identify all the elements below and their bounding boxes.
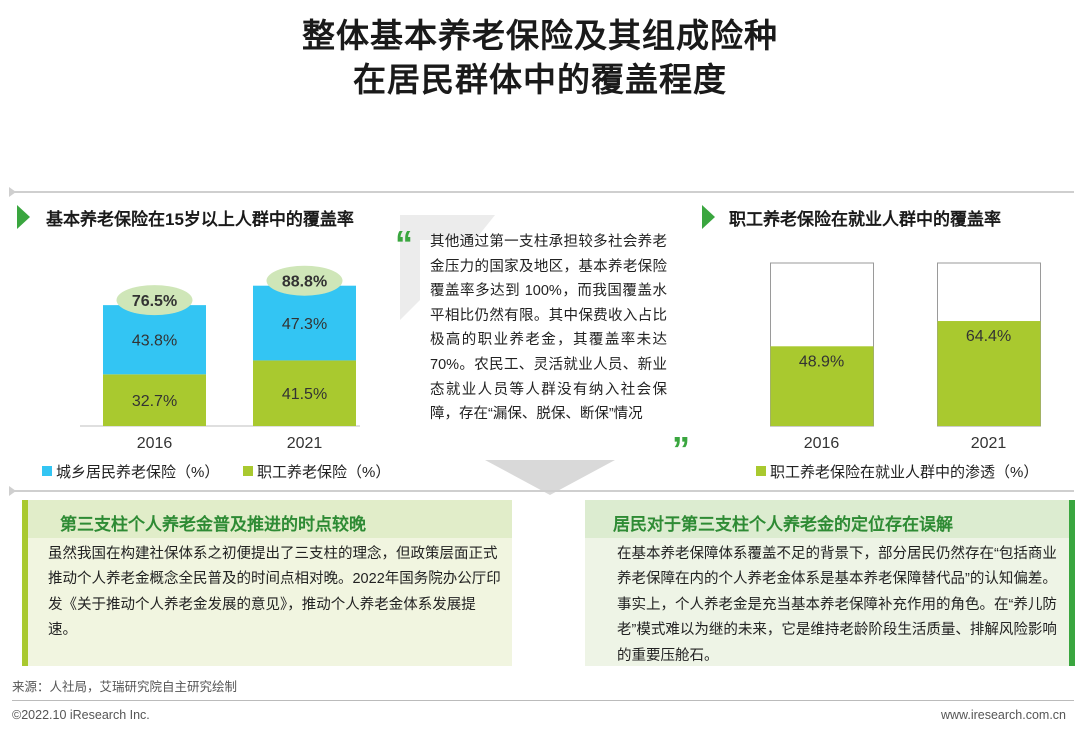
quote-text: 其他通过第一支柱承担较多社会养老金压力的国家及地区，基本养老保险覆盖率多达到 1… [430, 234, 667, 423]
bar-value-label: 43.8% [132, 333, 177, 350]
total-badge [266, 265, 343, 296]
bar-value-label: 41.5% [282, 386, 327, 403]
left-section-title: 基本养老保险在15岁以上人群中的覆盖率 [46, 210, 354, 229]
x-tick-label: 2021 [287, 435, 323, 452]
footer-url: www.iresearch.com.cn [940, 708, 1066, 722]
bar-segment-urban-rural-2016 [103, 305, 206, 375]
chevron-right-icon [17, 205, 30, 229]
right-insight-box: 居民对于第三支柱个人养老金的定位存在误解 在基本养老保障体系覆盖不足的背景下，部… [585, 500, 1075, 666]
quote-background-arrows [400, 215, 615, 495]
legend-label-urban-rural: 城乡居民养老保险（%） [56, 464, 220, 481]
legend-swatch-penetration [756, 466, 766, 476]
right-insight-header-band [585, 500, 1069, 538]
open-quote-icon: “ [395, 223, 413, 264]
top-divider [12, 191, 1074, 193]
left-insight-box: 第三支柱个人养老金普及推进的时点较晚 虽然我国在构建社保体系之初便提出了三支柱的… [22, 500, 512, 666]
right-insight-text: 在基本养老保障体系覆盖不足的背景下，部分居民仍然存在“包括商业养老保障在内的个人… [617, 546, 1057, 664]
x-tick-label: 2016 [804, 435, 840, 452]
close-quote-icon: ” [672, 429, 690, 470]
bar-2016 [770, 346, 874, 426]
page-title-line1: 整体基本养老保险及其组成险种 [302, 17, 778, 54]
legend-swatch-employee [243, 466, 253, 476]
total-badge [116, 285, 193, 316]
down-arrow-icon [485, 460, 615, 495]
legend-label-penetration: 职工养老保险在就业人群中的渗透（%） [770, 464, 1039, 481]
quote-bg-chevron-icon [400, 215, 495, 320]
legend-swatch-urban-rural [42, 466, 52, 476]
divider-arrow-icon [9, 187, 16, 197]
bar-segment-employee-2021 [253, 360, 356, 426]
right-section-title: 职工养老保险在就业人群中的覆盖率 [729, 210, 1001, 229]
legend-label-employee: 职工养老保险（%） [257, 464, 391, 481]
middle-divider [12, 490, 1074, 492]
right-bar-chart: 48.9% 2016 64.4% 2021 [770, 262, 1041, 452]
left-stacked-bar-chart: 32.7% 43.8% 76.5% 2016 41.5% 47.3% 88.8% 2021 [80, 265, 360, 452]
bar-value-label: 48.9% [799, 353, 844, 370]
footer-copyright: ©2022.10 iResearch Inc. [12, 708, 150, 722]
left-insight-title: 第三支柱个人养老金普及推进的时点较晚 [60, 515, 366, 534]
bar-2021 [937, 321, 1041, 426]
bar-value-label: 64.4% [966, 328, 1011, 345]
bar-segment-employee-2016 [103, 374, 206, 426]
bar-value-label: 32.7% [132, 393, 177, 410]
left-insight-text: 虽然我国在构建社保体系之初便提出了三支柱的理念，但政策层面正式推动个人养老金概念… [48, 546, 501, 639]
bar-value-label: 47.3% [282, 316, 327, 333]
bar-segment-urban-rural-2021 [253, 285, 356, 361]
x-tick-label: 2021 [971, 435, 1007, 452]
page-title-line2: 在居民群体中的覆盖程度 [353, 61, 727, 98]
total-value-label: 88.8% [282, 274, 327, 291]
source-note: 来源：人社局，艾瑞研究院自主研究绘制 [12, 680, 238, 694]
left-insight-header-band [28, 500, 512, 538]
x-tick-label: 2016 [137, 435, 173, 452]
footer-divider [12, 700, 1074, 701]
divider-arrow-icon [9, 486, 16, 496]
right-insight-title: 居民对于第三支柱个人养老金的定位存在误解 [613, 515, 953, 534]
total-value-label: 76.5% [132, 293, 177, 310]
chevron-right-icon [702, 205, 715, 229]
